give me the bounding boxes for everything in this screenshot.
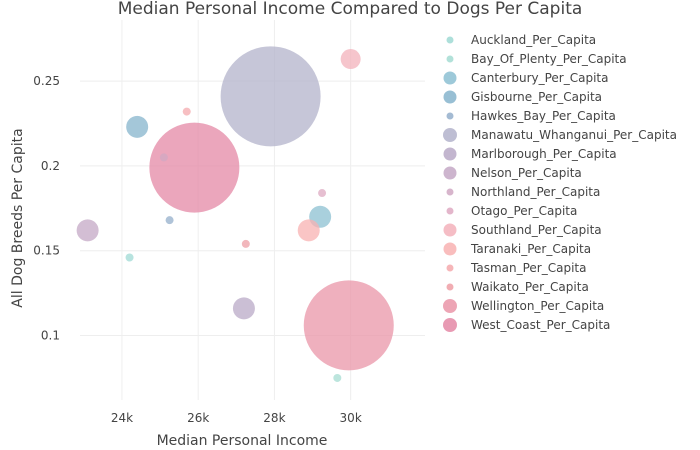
- legend-marker[interactable]: [443, 147, 457, 161]
- legend-marker[interactable]: [443, 299, 457, 313]
- legend-marker[interactable]: [446, 283, 454, 291]
- data-point[interactable]: [340, 49, 361, 70]
- legend-label[interactable]: Manawatu_Whanganui_Per_Capita: [471, 128, 677, 142]
- legend-label[interactable]: Wellington_Per_Capita: [471, 299, 604, 313]
- y-tick-label: 0.15: [33, 244, 60, 258]
- legend-label[interactable]: Taranaki_Per_Capita: [470, 242, 591, 256]
- legend-label[interactable]: Bay_Of_Plenty_Per_Capita: [471, 52, 627, 66]
- data-point[interactable]: [318, 189, 327, 198]
- legend-marker[interactable]: [443, 318, 457, 332]
- data-point[interactable]: [159, 153, 168, 162]
- y-tick-label: 0.2: [41, 159, 60, 173]
- legend-marker[interactable]: [443, 128, 457, 142]
- legend-marker[interactable]: [446, 207, 454, 215]
- legend-marker[interactable]: [443, 90, 457, 104]
- data-point[interactable]: [126, 115, 149, 138]
- legend-label[interactable]: Nelson_Per_Capita: [471, 166, 582, 180]
- legend-label[interactable]: West_Coast_Per_Capita: [471, 318, 610, 332]
- legend-label[interactable]: Gisbourne_Per_Capita: [471, 90, 602, 104]
- legend-label[interactable]: Northland_Per_Capita: [471, 185, 600, 199]
- legend-marker[interactable]: [443, 242, 457, 256]
- data-points: [76, 46, 394, 382]
- x-tick-label: 26k: [187, 411, 209, 425]
- x-tick-label: 28k: [263, 411, 285, 425]
- legend-label[interactable]: Marlborough_Per_Capita: [471, 147, 617, 161]
- data-point[interactable]: [182, 107, 191, 116]
- legend-label[interactable]: Otago_Per_Capita: [471, 204, 577, 218]
- data-point[interactable]: [303, 280, 394, 371]
- legend-marker[interactable]: [446, 112, 454, 120]
- legend-marker[interactable]: [443, 223, 457, 237]
- legend-label[interactable]: Auckland_Per_Capita: [471, 33, 596, 47]
- data-point[interactable]: [297, 219, 320, 242]
- data-point[interactable]: [76, 219, 99, 242]
- y-axis-label: All Dog Breeds Per Capita: [10, 128, 26, 307]
- data-point[interactable]: [125, 253, 134, 262]
- data-point[interactable]: [149, 122, 240, 213]
- x-tick-label: 24k: [111, 411, 133, 425]
- legend-marker[interactable]: [443, 71, 457, 85]
- x-axis-label: Median Personal Income: [157, 433, 328, 449]
- legend-label[interactable]: Hawkes_Bay_Per_Capita: [471, 109, 616, 123]
- legend-marker[interactable]: [446, 36, 454, 44]
- y-tick-label: 0.1: [41, 329, 60, 343]
- data-point[interactable]: [165, 216, 174, 225]
- legend-label[interactable]: Tasman_Per_Capita: [470, 261, 586, 275]
- legend: Auckland_Per_Capita Bay_Of_Plenty_Per_Cap…: [443, 33, 677, 332]
- data-point[interactable]: [333, 373, 342, 382]
- data-point[interactable]: [241, 239, 250, 248]
- legend-marker[interactable]: [446, 55, 454, 63]
- x-tick-label: 30k: [340, 411, 362, 425]
- legend-marker[interactable]: [443, 166, 457, 180]
- legend-marker[interactable]: [446, 188, 454, 196]
- tick-labels: 24k 26k 28k 30k 0.1 0.15 0.2 0.25: [33, 74, 362, 425]
- chart-title: Median Personal Income Compared to Dogs …: [118, 0, 583, 19]
- data-point[interactable]: [232, 297, 255, 320]
- legend-label[interactable]: Southland_Per_Capita: [471, 223, 602, 237]
- legend-marker[interactable]: [446, 264, 454, 272]
- legend-label[interactable]: Waikato_Per_Capita: [471, 280, 589, 294]
- y-tick-label: 0.25: [33, 74, 60, 88]
- legend-label[interactable]: Canterbury_Per_Capita: [471, 71, 608, 85]
- data-point[interactable]: [220, 46, 321, 147]
